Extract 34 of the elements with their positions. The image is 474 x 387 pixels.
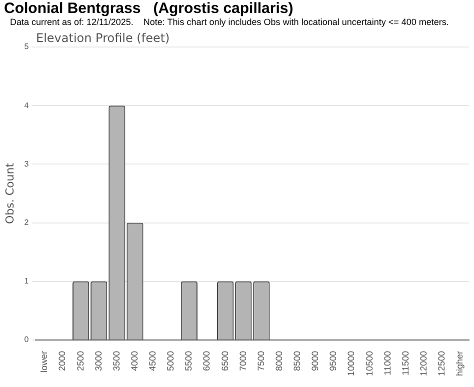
x-tick-label: 8000 [274, 350, 284, 372]
y-tick-label: 0 [24, 335, 30, 344]
y-axis-title: Obs. Count [3, 162, 16, 224]
x-tick-label: 4500 [148, 350, 158, 372]
x-tick-label: 9000 [310, 350, 320, 372]
x-tick-label: 5000 [166, 350, 176, 372]
x-tick-label: 3000 [93, 350, 104, 372]
chart-title: Colonial Bentgrass (Agrostis capillaris) [3, 0, 294, 17]
x-tick-label: 10500 [364, 350, 374, 376]
x-tick-label: 11000 [382, 350, 392, 376]
x-tick-label: 4000 [129, 350, 140, 372]
x-tick-label: higher [454, 350, 465, 376]
y-tick-label: 4 [24, 100, 30, 110]
y-tick-label: 1 [24, 276, 30, 286]
x-tick-label: 12500 [436, 350, 447, 376]
x-tick-label: 7000 [238, 350, 248, 372]
x-tick-label: 9500 [328, 350, 338, 372]
x-tick-label: 12000 [418, 350, 428, 376]
text: Elevation Profile (feet) [36, 31, 170, 45]
x-tick-label: 8500 [292, 350, 302, 372]
x-tick-label: 10000 [346, 350, 356, 376]
x-tick-label: lower [39, 350, 50, 372]
x-tick-label: 2000 [57, 350, 68, 372]
y-tick-label: 3 [24, 159, 30, 168]
x-tick-label: 5500 [184, 350, 194, 372]
x-tick-label: 3500 [111, 350, 122, 372]
y-tick-label: 5 [24, 42, 30, 52]
x-tick-label: 6000 [202, 350, 212, 372]
chart-subtitle: Data current as of: 12/11/2025. Note: This chart only includes Obs with locational uncertainty <= 400 meters. [9, 17, 450, 27]
y-tick-label: 2 [24, 218, 30, 227]
x-tick-label: 6500 [220, 350, 230, 372]
x-tick-label: 2500 [75, 350, 86, 372]
x-tick-label: 11500 [400, 350, 410, 376]
x-tick-label: 7500 [256, 350, 266, 372]
